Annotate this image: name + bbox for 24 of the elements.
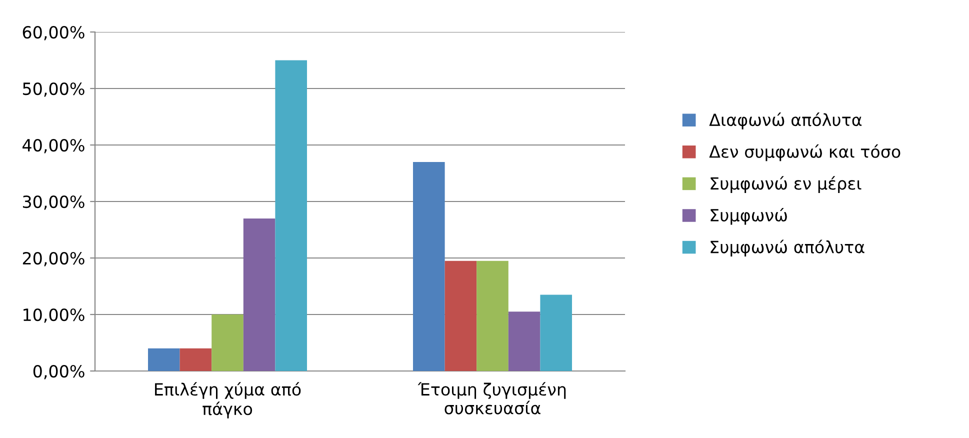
bar — [212, 314, 244, 371]
bar — [476, 260, 508, 371]
y-tick-label: 30,00% — [23, 195, 84, 210]
bar — [444, 260, 477, 371]
x-tick-label: Έτοιμη ζυγισμένη συσκευασία — [418, 382, 566, 414]
y-tick-label: 10,00% — [24, 308, 84, 323]
x-tick-label: Επιλέγη χύμα από πάγκο — [155, 382, 301, 418]
bar — [413, 162, 445, 371]
legend-label: Διαφωνώ απόλυτα — [709, 112, 862, 130]
bar — [243, 218, 276, 371]
legend-label: Συμφωνώ απόλυτα — [710, 240, 864, 257]
legend-label: Συμφωνώ — [710, 208, 787, 225]
legend-label: Συμφωνώ εν μέρει — [710, 176, 862, 193]
y-tick-label: 40,00% — [22, 138, 84, 154]
bar — [508, 312, 540, 371]
legend-label: Δεν συμφωνώ και τόσο — [709, 144, 900, 162]
y-tick-label: 0,00% — [33, 364, 84, 380]
bar — [540, 294, 572, 371]
y-tick-label: 50,00% — [23, 82, 84, 97]
y-tick-label: 20,00% — [22, 252, 84, 266]
y-tick-label: 60,00% — [22, 26, 84, 40]
bar — [275, 60, 307, 371]
bar — [148, 348, 180, 371]
bar — [180, 348, 212, 371]
